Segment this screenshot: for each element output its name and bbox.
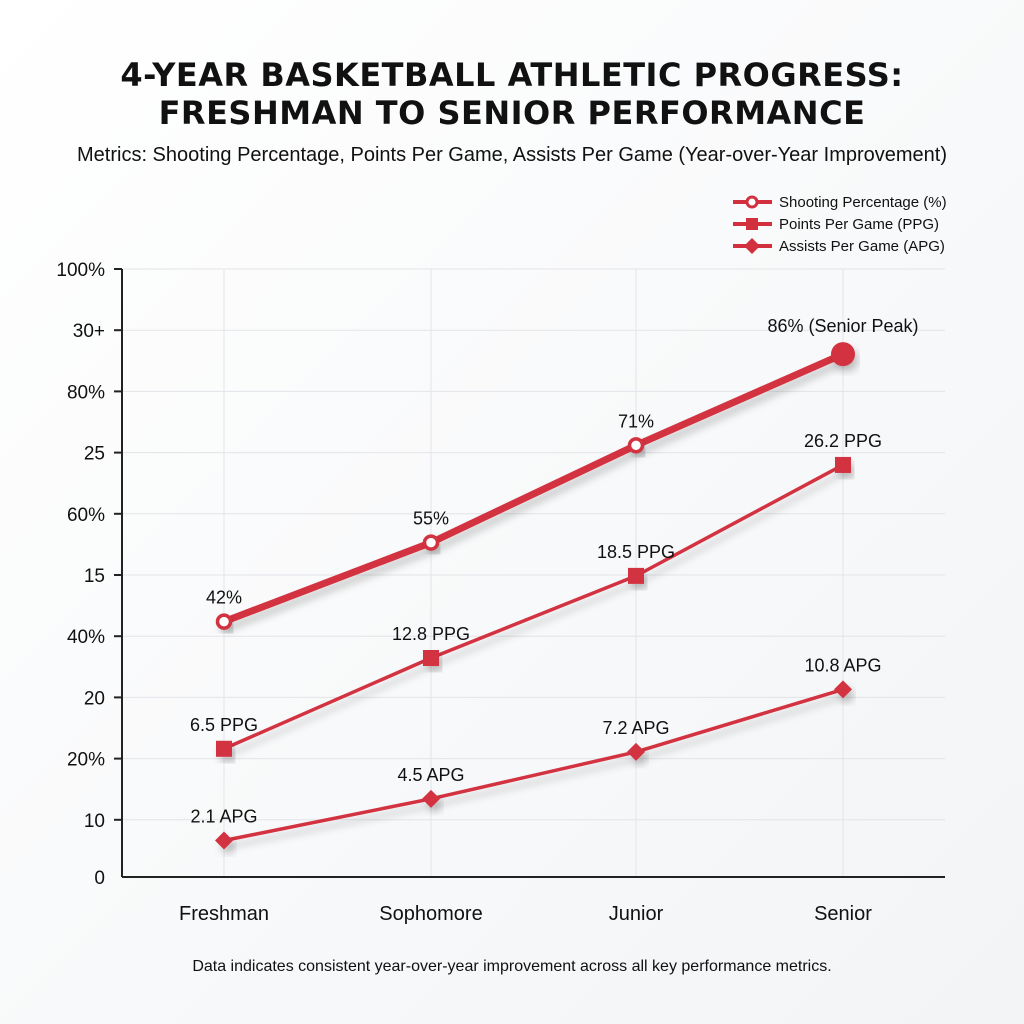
x-tick-label: Freshman [179,903,269,925]
diamond-marker [834,680,852,699]
data-label: 55% [413,509,449,529]
data-label: 4.5 APG [397,765,464,785]
series-line-circle [220,350,847,626]
data-label: 10.8 APG [804,655,881,675]
data-label: 42% [206,588,242,608]
circle-marker [831,342,855,367]
data-label: 18.5 PPG [597,542,675,562]
diamond-marker [422,789,440,808]
y-tick-label: 60% [67,505,105,526]
legend-square-icon [746,218,758,230]
y-tick-label: 10 [84,811,105,832]
data-label: 7.2 APG [602,718,669,738]
title-line-2: FRESHMAN TO SENIOR PERFORMANCE [158,94,866,132]
y-tick-label: 15 [84,566,105,587]
legend-diamond-icon [744,238,760,254]
y-tick-label: 100% [56,260,105,281]
legend-circle-icon [745,195,759,209]
chart-subtitle: Metrics: Shooting Percentage, Points Per… [77,144,947,166]
data-label: 6.5 PPG [190,715,258,735]
chart-footer: Data indicates consistent year-over-year… [192,958,832,975]
y-tick-label: 40% [67,627,105,648]
square-marker [628,567,644,584]
title-line-1: 4-YEAR BASKETBALL ATHLETIC PROGRESS: [120,56,904,94]
data-label: 2.1 APG [190,807,257,827]
diamond-marker [627,742,645,761]
x-tick-label: Junior [609,903,664,925]
chart-title: 4-YEAR BASKETBALL ATHLETIC PROGRESS: FRE… [0,56,1024,132]
circle-marker [627,437,645,454]
data-label: 71% [618,411,654,431]
x-tick-label: Senior [814,903,872,925]
circle-marker [215,613,233,630]
legend-label: Shooting Percentage (%) [779,194,947,211]
y-tick-label: 30+ [73,321,105,342]
square-marker [423,650,439,667]
legend-label: Assists Per Game (APG) [779,238,945,255]
legend-label: Points Per Game (PPG) [779,216,939,233]
diamond-marker [215,831,233,850]
y-tick-label: 25 [84,444,105,465]
y-tick-label: 80% [67,382,105,403]
x-tick-label: Sophomore [379,903,482,925]
square-marker [216,740,232,757]
square-marker [835,456,851,473]
series-line-diamond [222,687,845,843]
y-tick-label: 20% [67,750,105,771]
data-label: 12.8 PPG [392,624,470,644]
circle-marker [422,534,440,551]
y-tick-label: 20 [84,688,105,709]
series-line-square [222,463,845,751]
y-tick-label: 0 [94,868,105,889]
data-label: 86% (Senior Peak) [767,316,918,336]
data-label: 26.2 PPG [804,431,882,451]
